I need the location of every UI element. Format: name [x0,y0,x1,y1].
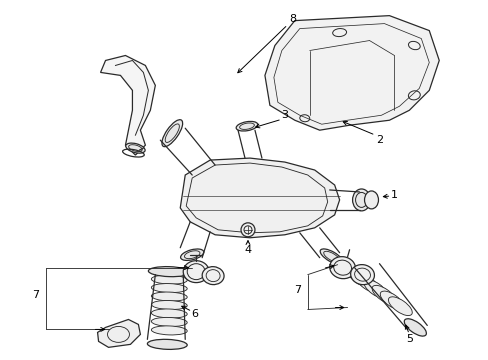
Ellipse shape [352,189,370,211]
Ellipse shape [202,267,224,285]
Ellipse shape [147,339,187,350]
Ellipse shape [180,249,203,260]
Ellipse shape [404,319,426,336]
Ellipse shape [329,257,355,279]
Ellipse shape [151,275,187,284]
Ellipse shape [151,309,187,318]
Ellipse shape [151,326,187,335]
Ellipse shape [363,280,387,298]
Ellipse shape [151,284,187,293]
Text: 5: 5 [405,334,412,345]
Ellipse shape [371,285,395,304]
Ellipse shape [236,121,257,131]
Text: 8: 8 [289,14,296,24]
Ellipse shape [387,297,411,316]
Ellipse shape [151,292,187,301]
Text: 2: 2 [375,135,382,145]
Polygon shape [264,15,438,130]
Ellipse shape [151,318,187,327]
Ellipse shape [148,267,190,277]
Ellipse shape [320,249,343,265]
Ellipse shape [183,261,209,283]
Polygon shape [180,158,339,238]
Text: 7: 7 [32,289,40,300]
Text: 4: 4 [244,245,251,255]
Text: 1: 1 [390,190,397,200]
Text: 3: 3 [281,110,288,120]
Text: 7: 7 [294,284,301,294]
Ellipse shape [125,143,145,153]
Text: 6: 6 [191,310,198,319]
Polygon shape [98,319,140,347]
Ellipse shape [151,301,187,310]
Ellipse shape [380,291,403,310]
Ellipse shape [241,223,254,237]
Ellipse shape [364,191,378,209]
Ellipse shape [347,268,371,287]
Ellipse shape [162,120,183,147]
Polygon shape [101,55,155,155]
Ellipse shape [355,274,379,293]
Ellipse shape [350,265,374,285]
